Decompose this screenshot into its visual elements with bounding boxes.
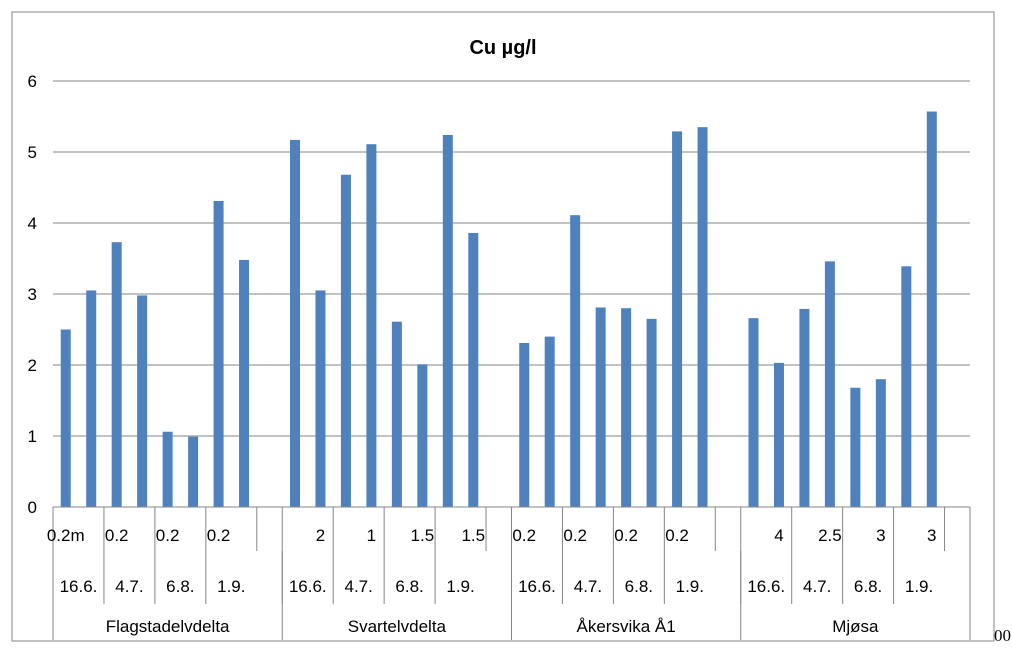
gridlines (53, 80, 970, 437)
bar (315, 290, 326, 507)
bar (60, 329, 71, 507)
x-axis (52, 506, 971, 640)
bar (111, 242, 122, 508)
bar (137, 295, 148, 507)
x-level2-label: 1.9. (217, 577, 245, 596)
x-level2-label: 1.9. (905, 577, 933, 596)
bar (213, 200, 224, 508)
bar (646, 318, 657, 507)
bar (672, 131, 683, 507)
bar (748, 318, 759, 507)
x-level2-label: 1.9. (676, 577, 704, 596)
bar (544, 336, 555, 507)
y-tick-label: 5 (28, 143, 37, 162)
x-level1-label: 2.5 (818, 526, 842, 545)
bar (188, 436, 199, 507)
bar (824, 261, 835, 507)
bar (366, 144, 377, 507)
y-tick-label: 0 (28, 498, 37, 517)
x-level2-label: 16.6. (747, 577, 785, 596)
x-level2-label: 4.7. (803, 577, 831, 596)
corner-text: 00 (994, 626, 1011, 645)
y-tick-label: 6 (28, 72, 37, 91)
x-level2-label: 6.8. (625, 577, 653, 596)
bar (289, 139, 300, 507)
bar (442, 134, 453, 507)
bar (595, 307, 606, 507)
chart-border (11, 11, 995, 642)
x-level2-label: 4.7. (574, 577, 602, 596)
x-level2-label: 6.8. (854, 577, 882, 596)
bar (239, 259, 250, 507)
x-level1-label: 2 (316, 526, 325, 545)
x-level1-label: 0.2 (665, 526, 689, 545)
bar (570, 215, 581, 507)
y-tick-label: 3 (28, 285, 37, 304)
y-tick-label: 1 (28, 427, 37, 446)
x-level1-label: 4 (774, 526, 783, 545)
bar (86, 290, 97, 507)
bar (875, 379, 886, 507)
chart-title: Cu µg/l (469, 37, 536, 59)
bar (697, 127, 708, 508)
x-level1-label: 1 (367, 526, 376, 545)
x-level2-label: 16.6. (60, 577, 98, 596)
bar (519, 342, 530, 507)
x-level1-label: 0.2 (614, 526, 638, 545)
x-level3-label: Svartelvdelta (348, 617, 447, 636)
x-level1-label: 0.2 (105, 526, 129, 545)
y-axis-tick-labels: 0 1 2 3 4 5 6 (28, 72, 37, 517)
bar (773, 362, 784, 507)
y-tick-label: 4 (28, 214, 37, 233)
x-level1-label: 3 (927, 526, 936, 545)
bar (850, 387, 861, 507)
x-level1-label: 0.2 (512, 526, 536, 545)
x-level3-label: Mjøsa (832, 617, 879, 636)
x-level2-label: 6.8. (395, 577, 423, 596)
bar (391, 321, 402, 507)
x-level1-label: 1.5 (411, 526, 435, 545)
x-level1-label: 0.2 (563, 526, 587, 545)
x-level1-label: 3 (876, 526, 885, 545)
x-level1-label: 0.2 (156, 526, 180, 545)
x-level3-label: Flagstadelvdelta (106, 617, 230, 636)
x-level1-label: 1.5 (461, 526, 485, 545)
bar (926, 111, 937, 507)
bar (799, 308, 810, 507)
bar (162, 431, 173, 507)
x-level1-label: 0.2m (47, 526, 85, 545)
bar (468, 232, 479, 507)
bar (901, 266, 912, 507)
bar (621, 308, 632, 507)
x-level2-label: 1.9. (446, 577, 474, 596)
x-level2-label: 16.6. (518, 577, 556, 596)
bars (60, 111, 937, 508)
x-level2-label: 4.7. (115, 577, 143, 596)
x-level2-label: 16.6. (289, 577, 327, 596)
x-level1-label: 0.2 (207, 526, 231, 545)
bar (417, 364, 428, 507)
y-tick-label: 2 (28, 356, 37, 375)
x-level3-label: Åkersvika Å1 (577, 617, 676, 636)
bar (340, 174, 351, 507)
x-level2-label: 6.8. (166, 577, 194, 596)
x-level2-label: 4.7. (344, 577, 372, 596)
x-axis-category-labels: 0.2m 0.2 0.2 0.2 2 1 1.5 1.5 0.2 0.2 0.2 0.2 4 2.5 3 3 1… (47, 526, 937, 636)
